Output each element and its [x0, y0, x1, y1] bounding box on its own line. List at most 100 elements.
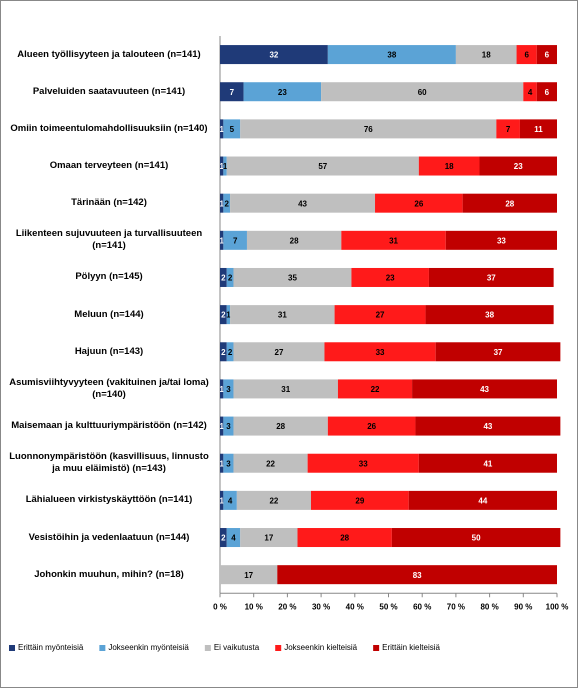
x-tick-label: 70 % [447, 602, 465, 611]
bar-segment [375, 193, 463, 213]
legend-label: Jokseenkin myönteisiä [108, 643, 189, 652]
value-label: 1 [219, 422, 224, 431]
bar-segment [321, 82, 524, 102]
bar-segment [418, 453, 557, 473]
bar-segment [220, 230, 224, 250]
bar-segment [462, 193, 557, 213]
value-label: 83 [413, 571, 422, 580]
value-label: 28 [505, 199, 514, 208]
category-label: Lähialueen virkistyskäyttöön (n=141) [25, 494, 193, 506]
value-label: 43 [480, 385, 489, 394]
bar-segment [455, 45, 517, 65]
value-label: 43 [298, 199, 307, 208]
x-tick-label: 40 % [346, 602, 364, 611]
value-label: 33 [497, 236, 506, 245]
bar-segment [220, 82, 244, 102]
bar-segment [519, 119, 557, 139]
value-label: 3 [226, 385, 231, 394]
bar-segment [233, 342, 325, 362]
value-label: 22 [371, 385, 380, 394]
value-label: 41 [483, 459, 492, 468]
value-label: 44 [478, 496, 487, 505]
bar-segment [220, 453, 224, 473]
value-label: 33 [359, 459, 368, 468]
bar-segment [246, 230, 342, 250]
value-label: 1 [219, 496, 224, 505]
value-label: 7 [506, 125, 511, 134]
bar-segment [226, 156, 419, 176]
value-label: 31 [278, 311, 287, 320]
bar-segment [220, 45, 328, 65]
value-label: 11 [534, 125, 543, 134]
value-label: 7 [230, 88, 235, 97]
value-label: 60 [418, 88, 427, 97]
value-label: 17 [264, 534, 273, 543]
value-label: 35 [288, 274, 297, 283]
value-label: 2 [221, 311, 226, 320]
value-label: 28 [276, 422, 285, 431]
value-label: 18 [445, 162, 454, 171]
legend-swatch [275, 645, 282, 651]
x-tick-label: 30 % [312, 602, 330, 611]
category-label: Johonkin muuhun, mihin? (n=18) [34, 568, 184, 580]
value-label: 4 [528, 88, 533, 97]
legend-swatch [99, 645, 106, 651]
bar-segment [243, 82, 322, 102]
value-label: 22 [266, 459, 275, 468]
bar-segment [240, 528, 298, 548]
category-label: Tärinään (n=142) [71, 197, 147, 209]
bar-segment [351, 267, 429, 287]
bar-segment [223, 379, 234, 399]
legend-label: Erittäin myönteisiä [18, 643, 84, 652]
value-label: 33 [376, 348, 385, 357]
bar-segment [220, 342, 227, 362]
value-label: 23 [386, 274, 395, 283]
bar-segment [220, 565, 278, 585]
legend-label: Ei vaikutusta [214, 643, 260, 652]
value-label: 28 [340, 534, 349, 543]
category-label: Omaan terveyteen (n=141) [49, 160, 169, 172]
value-label: 2 [221, 274, 226, 283]
value-label: 28 [290, 236, 299, 245]
value-label: 1 [219, 162, 224, 171]
category-label: Meluun (n=144) [74, 308, 144, 320]
category-label: Omiin toimeentulomahdollisuuksiin (n=140… [10, 122, 208, 134]
bar-segment [310, 490, 409, 510]
bar-segment [536, 45, 557, 65]
bar-segment [327, 416, 416, 436]
legend-label: Jokseenkin kielteisiä [284, 643, 357, 652]
bar-segment [226, 528, 241, 548]
bar-segment [445, 230, 557, 250]
value-label: 6 [545, 51, 550, 60]
category-label: Palveluiden saatavuuteen (n=141) [32, 85, 186, 97]
value-label: 27 [275, 348, 284, 357]
legend-label: Erittäin kielteisiä [382, 643, 440, 652]
bar-segment [226, 267, 234, 287]
bar-segment [223, 193, 231, 213]
bar-segment [277, 565, 557, 585]
value-label: 1 [226, 311, 231, 320]
category-label: Alueen työllisyyteen ja talouteen (n=141… [17, 48, 201, 60]
value-label: 1 [219, 125, 224, 134]
bar-segment [425, 305, 554, 325]
value-label: 76 [364, 125, 373, 134]
value-label: 57 [318, 162, 327, 171]
bar-segment [391, 528, 561, 548]
bar-segment [428, 267, 554, 287]
bar-segment [220, 119, 224, 139]
value-label: 4 [228, 496, 233, 505]
bar-segment [297, 528, 392, 548]
bar-segment [226, 342, 234, 362]
category-label: Vesistöihin ja vedenlaatuun (n=144) [28, 531, 190, 543]
value-label: 1 [219, 385, 224, 394]
value-label: 50 [472, 534, 481, 543]
bar-segment [223, 156, 227, 176]
value-label: 37 [487, 274, 496, 283]
bar-segment [233, 453, 308, 473]
value-label: 2 [228, 348, 233, 357]
value-label: 17 [244, 571, 253, 580]
bar-segment [435, 342, 561, 362]
bar-segment [223, 230, 247, 250]
